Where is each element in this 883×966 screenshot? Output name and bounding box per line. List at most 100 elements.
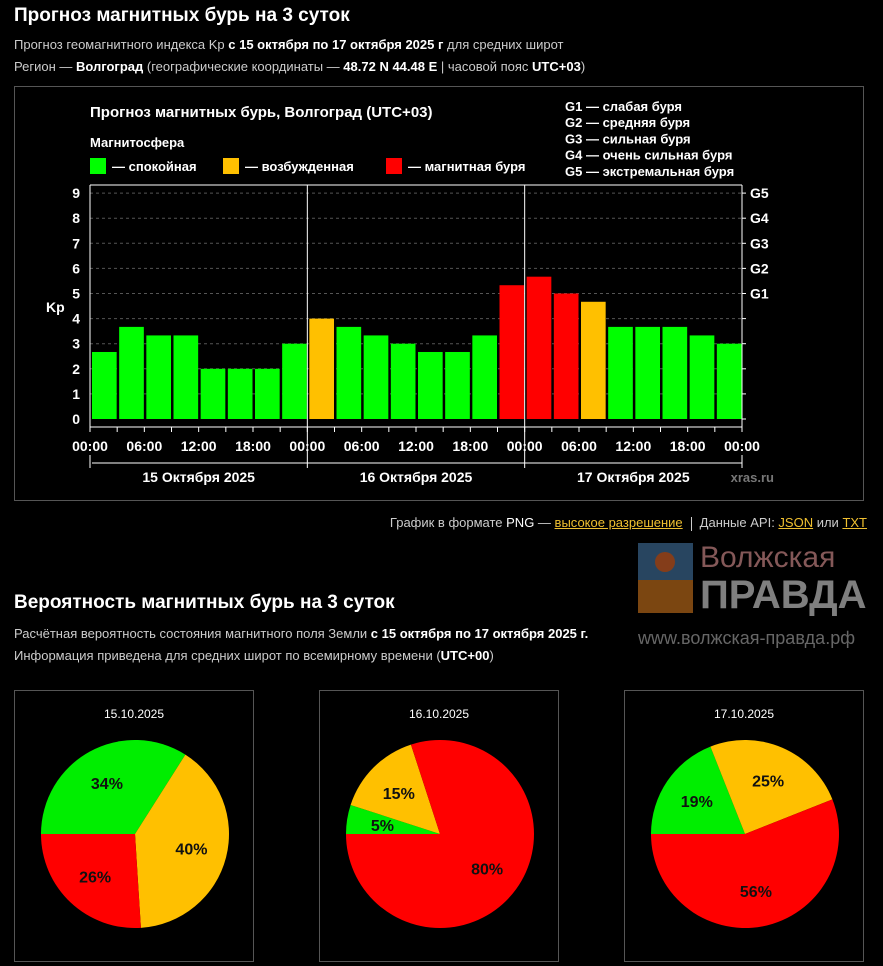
g-level-label: G1 xyxy=(750,286,769,302)
x-tick-label: 06:00 xyxy=(561,438,597,454)
kp-chart: Прогноз магнитных бурь, Волгоград (UTC+0… xyxy=(46,99,774,485)
pie-slice xyxy=(651,746,745,834)
pie-slice xyxy=(710,740,833,834)
g-level-label: G3 xyxy=(750,235,769,251)
y-tick-label: 6 xyxy=(72,260,80,276)
pie-date: 15.10.2025 xyxy=(104,707,164,721)
y-tick-label: 8 xyxy=(72,210,80,226)
watermark: Волжская ПРАВДА www.волжская-правда.рф xyxy=(637,540,883,650)
g-level-label: G2 xyxy=(750,260,769,276)
legend-swatch xyxy=(90,158,106,174)
kp-bar xyxy=(581,301,606,419)
kp-bar xyxy=(173,335,199,419)
x-tick-label: 06:00 xyxy=(344,438,380,454)
probability-title: Вероятность магнитных бурь на 3 суток xyxy=(14,592,395,613)
chart-title: Прогноз магнитных бурь, Волгоград (UTC+0… xyxy=(90,104,433,121)
kp-bar xyxy=(608,326,633,419)
x-tick-label: 00:00 xyxy=(724,438,760,454)
kp-bar xyxy=(146,335,171,419)
kp-bar xyxy=(282,343,307,419)
kp-bar xyxy=(390,343,416,419)
kp-bar xyxy=(526,276,552,419)
kp-bar xyxy=(499,285,525,419)
pie-date: 17.10.2025 xyxy=(714,707,774,721)
y-tick-label: 9 xyxy=(72,185,80,201)
y-tick-label: 0 xyxy=(72,411,80,427)
watermark-line1: Волжская xyxy=(700,541,835,574)
pie-slice xyxy=(135,754,229,928)
probability-subtitle: Расчётная вероятность состояния магнитно… xyxy=(14,626,589,641)
x-tick-label: 12:00 xyxy=(615,438,651,454)
pie-chart: 17.10.2025 19% 25% 56% xyxy=(651,707,839,929)
day-label: 17 Октября 2025 xyxy=(577,469,690,485)
y-tick-label: 2 xyxy=(72,361,80,377)
g-legend-item: G4 — очень сильная буря xyxy=(565,148,732,163)
forecast-subtitle: Прогноз геомагнитного индекса Kp с 15 ок… xyxy=(14,37,564,52)
y-tick-label: 5 xyxy=(72,286,80,302)
g-level-label: G4 xyxy=(750,210,769,226)
chart-credit: xras.ru xyxy=(731,470,774,485)
txt-link[interactable]: TXT xyxy=(842,515,867,530)
x-tick-label: 18:00 xyxy=(670,438,706,454)
pie-slice xyxy=(41,834,141,928)
pie-date: 16.10.2025 xyxy=(409,707,469,721)
legend-label: — спокойная xyxy=(112,159,197,174)
kp-bar xyxy=(227,368,253,419)
kp-bar xyxy=(662,326,688,419)
pie-slice xyxy=(350,744,440,834)
x-tick-label: 12:00 xyxy=(181,438,217,454)
kp-bar xyxy=(418,351,443,419)
y-tick-label: 7 xyxy=(72,235,80,251)
kp-bar xyxy=(635,326,660,419)
x-tick-label: 00:00 xyxy=(72,438,108,454)
pie-slice xyxy=(41,740,186,834)
forecast-title: Прогноз магнитных бурь на 3 суток xyxy=(14,5,350,26)
or-label: или xyxy=(813,515,843,530)
g-legend-item: G2 — средняя буря xyxy=(565,115,690,130)
pie-slice-label: 80% xyxy=(471,861,503,878)
g-level-label: G5 xyxy=(750,185,769,201)
day-label: 15 Октября 2025 xyxy=(142,469,255,485)
pie-card: 15.10.2025 34% 40% 26% xyxy=(14,690,254,962)
pie-card: 17.10.2025 19% 25% 56% xyxy=(624,690,864,962)
png-word: PNG xyxy=(506,515,535,530)
download-links: График в формате PNG — высокое разрешени… xyxy=(390,515,867,531)
g-legend-item: G3 — сильная буря xyxy=(565,131,691,146)
hires-link[interactable]: высокое разрешение xyxy=(554,515,683,530)
divider xyxy=(690,516,692,531)
pie-slice xyxy=(346,740,534,928)
kp-bar xyxy=(553,293,579,419)
pie-chart: 16.10.2025 5% 15% 80% xyxy=(346,707,534,928)
kp-bar xyxy=(119,326,144,419)
x-tick-label: 06:00 xyxy=(126,438,162,454)
g-legend-item: G5 — экстремальная буря xyxy=(565,164,734,179)
kp-bar xyxy=(336,326,362,419)
legend-label: — возбужденная xyxy=(245,159,354,174)
pie-slice xyxy=(346,804,440,834)
y-tick-label: 1 xyxy=(72,386,80,402)
pie-slice-label: 25% xyxy=(752,774,784,791)
kp-bar xyxy=(92,351,117,419)
pie-slice-label: 56% xyxy=(740,884,772,901)
pie-slice-label: 15% xyxy=(383,786,415,803)
pie-slice-label: 5% xyxy=(371,818,394,835)
chart-frame xyxy=(14,86,864,501)
pie-slice-label: 40% xyxy=(175,841,207,858)
kp-bar xyxy=(255,368,280,419)
g-legend-item: G1 — слабая буря xyxy=(565,99,682,114)
watermark-url: www.волжская-правда.рф xyxy=(638,628,855,648)
pie-card: 16.10.2025 5% 15% 80% xyxy=(319,690,559,962)
pie-chart: 15.10.2025 34% 40% 26% xyxy=(41,707,229,928)
y-tick-label: 4 xyxy=(72,311,80,327)
kp-bar xyxy=(689,335,715,419)
json-link[interactable]: JSON xyxy=(778,515,814,530)
api-label: Данные API: xyxy=(699,515,779,530)
pie-slice-label: 34% xyxy=(91,776,123,793)
kp-bar xyxy=(200,368,226,419)
x-tick-label: 18:00 xyxy=(235,438,271,454)
y-axis-label: Kp xyxy=(46,299,65,315)
day-label: 16 Октября 2025 xyxy=(360,469,473,485)
legend-label: — магнитная буря xyxy=(408,159,525,174)
legend-swatch xyxy=(386,158,402,174)
png-label: График в формате xyxy=(389,515,507,530)
